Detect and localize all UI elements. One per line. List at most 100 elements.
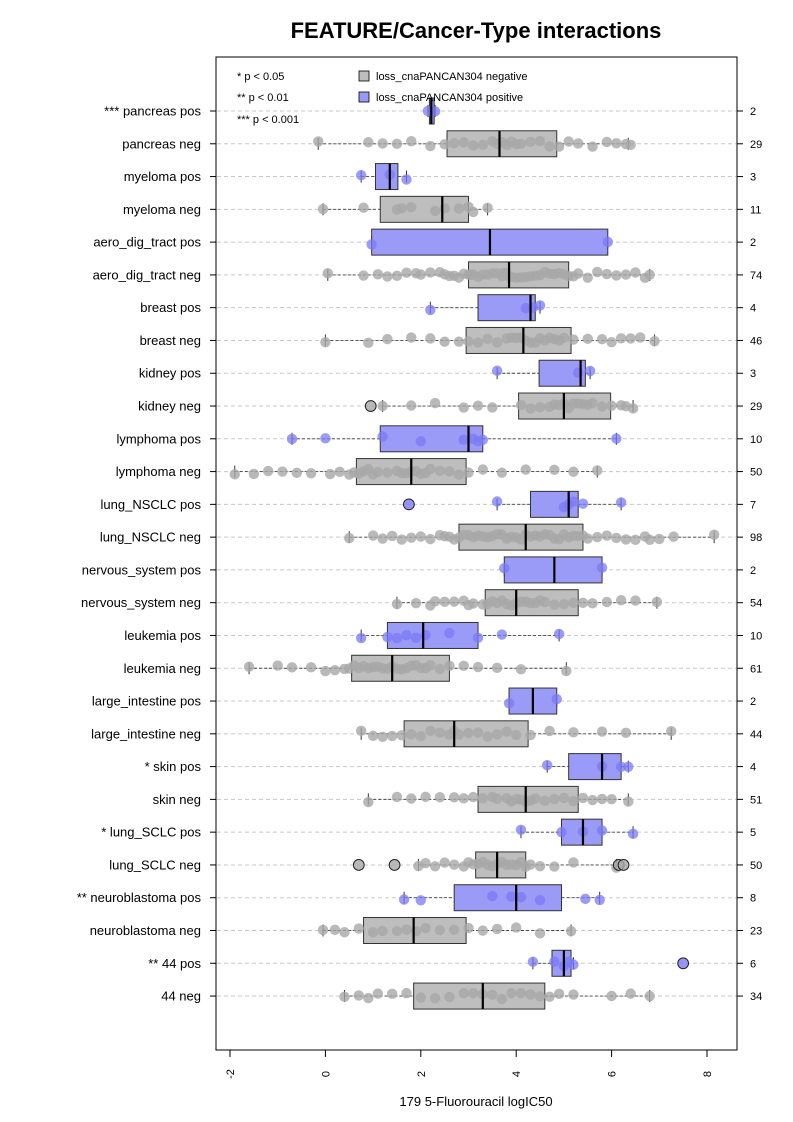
data-point — [506, 987, 517, 999]
legend-negative-label: loss_cnaPANCAN304 negative — [376, 71, 527, 83]
data-point — [630, 267, 641, 278]
group-counts: 2293112744463291050798254106124445155082… — [210, 106, 762, 1003]
data-point — [463, 336, 474, 347]
data-point — [568, 989, 579, 1000]
data-point — [229, 469, 240, 480]
data-point — [573, 138, 584, 149]
data-point — [649, 336, 660, 347]
data-point — [363, 337, 374, 349]
data-point — [530, 793, 541, 804]
group-count: 29 — [750, 139, 762, 151]
data-point — [515, 399, 527, 411]
data-point — [580, 893, 591, 905]
data-point — [377, 400, 388, 412]
data-point — [477, 434, 489, 446]
data-point — [406, 332, 417, 343]
data-point — [496, 629, 508, 640]
data-point — [444, 660, 455, 672]
group-label: aero_dig_tract neg — [93, 267, 201, 282]
data-point — [606, 400, 617, 411]
data-point — [644, 990, 655, 1002]
data-point — [549, 464, 560, 475]
data-point — [491, 337, 503, 348]
group-label: aero_dig_tract pos — [93, 235, 201, 250]
data-point — [329, 924, 341, 936]
data-point — [496, 993, 508, 1005]
group-labels: *** pancreas pos pancreas neg myeloma pos m… — [77, 104, 202, 1004]
data-point — [291, 467, 302, 478]
data-point — [320, 337, 331, 348]
group-label: 44 neg — [161, 989, 201, 1004]
data-point — [525, 136, 536, 148]
data-point — [339, 991, 350, 1003]
data-point — [525, 403, 536, 414]
data-point — [499, 562, 510, 574]
data-point — [320, 433, 331, 444]
x-tick-label: -2 — [225, 1069, 237, 1079]
data-point — [584, 365, 596, 377]
data-point — [334, 466, 345, 478]
group-label: pancreas neg — [122, 136, 201, 151]
x-tick-label: 6 — [607, 1071, 619, 1077]
data-point — [355, 170, 367, 181]
data-point — [487, 890, 498, 902]
data-point — [420, 922, 431, 934]
x-tick-label: 0 — [320, 1071, 332, 1077]
data-point — [515, 138, 527, 149]
data-point — [558, 598, 570, 610]
data-point — [382, 271, 393, 282]
data-point — [439, 139, 450, 150]
data-point — [322, 268, 333, 279]
data-point — [644, 269, 655, 280]
data-point — [305, 468, 317, 479]
data-point — [625, 333, 636, 344]
data-point — [601, 268, 613, 280]
data-point — [577, 792, 589, 804]
data-point — [468, 598, 479, 609]
data-point — [534, 928, 546, 939]
group-count: 4 — [750, 303, 756, 315]
data-point — [415, 731, 426, 742]
data-point — [363, 992, 374, 1004]
data-point — [434, 792, 446, 803]
data-point — [406, 202, 417, 213]
data-point — [553, 988, 565, 999]
group-label: large_intestine pos — [92, 694, 202, 709]
box-pos — [530, 490, 579, 518]
data-point — [463, 467, 474, 478]
data-point — [606, 793, 617, 805]
data-point — [544, 991, 555, 1002]
data-point — [491, 729, 503, 740]
legend-positive-swatch — [358, 91, 370, 103]
data-point — [491, 365, 503, 376]
group-count: 34 — [750, 991, 762, 1003]
data-point — [568, 959, 579, 970]
data-point — [382, 333, 393, 345]
data-point — [601, 530, 613, 541]
group-label: breast neg — [140, 333, 201, 348]
data-point — [544, 141, 555, 152]
data-point — [401, 174, 412, 185]
data-point — [558, 332, 570, 344]
data-point — [425, 660, 436, 671]
points-layer — [229, 98, 720, 1010]
data-point — [491, 923, 503, 935]
data-point — [429, 106, 441, 117]
data-point — [651, 596, 663, 608]
data-point — [458, 434, 469, 445]
data-point — [317, 924, 329, 936]
data-point — [434, 727, 446, 738]
data-point — [601, 136, 613, 148]
data-point — [568, 597, 579, 609]
data-point — [596, 334, 608, 345]
data-point — [463, 727, 474, 739]
group-count: 54 — [750, 598, 762, 610]
data-point — [448, 138, 460, 149]
data-point — [401, 987, 412, 999]
data-point — [515, 988, 527, 999]
data-point — [377, 731, 388, 742]
data-point — [448, 924, 460, 935]
data-point — [391, 138, 403, 150]
data-point — [415, 531, 426, 542]
